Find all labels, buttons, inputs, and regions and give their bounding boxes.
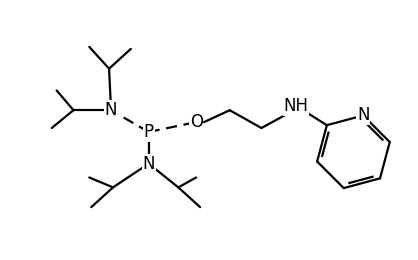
Text: P: P <box>144 123 154 141</box>
Text: N: N <box>143 155 155 173</box>
Text: NH: NH <box>283 97 308 115</box>
Text: N: N <box>357 106 370 125</box>
Text: O: O <box>190 113 203 131</box>
Text: N: N <box>105 101 117 119</box>
